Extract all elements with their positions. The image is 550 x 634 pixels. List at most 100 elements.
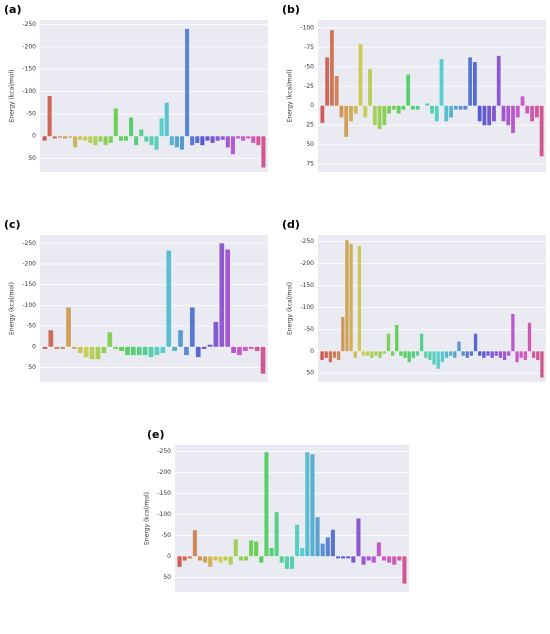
bar [428, 351, 432, 361]
bar [228, 556, 233, 565]
y-axis-label: Energy (kcal/mol) [9, 70, 16, 123]
y-tick-label: -250 [22, 21, 36, 28]
bar [349, 105, 353, 122]
y-tick-label: -50 [304, 326, 314, 333]
bar [52, 136, 57, 139]
panel-label: (b) [282, 3, 300, 16]
y-tick-label: 0 [167, 553, 171, 560]
plot-background [175, 445, 409, 592]
bar [200, 136, 205, 146]
bar [131, 346, 136, 356]
bar [213, 556, 218, 561]
bar [353, 105, 358, 114]
bar [238, 556, 243, 561]
bar [361, 556, 366, 565]
bar [223, 556, 228, 561]
bar [315, 517, 320, 557]
bar [432, 351, 436, 365]
bar [184, 346, 189, 356]
bar [506, 105, 511, 126]
plot-background [318, 20, 546, 172]
bar [78, 136, 83, 140]
bar [536, 351, 540, 361]
bar [324, 351, 328, 358]
y-tick-label: -150 [157, 490, 171, 497]
bar [397, 556, 402, 561]
bar [241, 136, 246, 141]
bar [330, 30, 334, 106]
y-tick-label: -50 [161, 532, 171, 539]
bar [345, 240, 349, 352]
y-tick-label: -100 [300, 304, 314, 311]
bar [243, 556, 249, 561]
bar [540, 351, 544, 378]
bar [458, 105, 463, 110]
bar [386, 333, 391, 352]
bar [465, 351, 469, 358]
bar [83, 136, 88, 141]
bar [415, 105, 420, 110]
bar [47, 96, 52, 137]
bar [269, 547, 274, 557]
bar [259, 556, 264, 563]
y-tick-label: -75 [304, 44, 314, 51]
bar [351, 556, 356, 563]
bar [444, 105, 449, 122]
bar [83, 346, 89, 358]
y-tick-label: 50 [306, 141, 314, 148]
bar [349, 243, 353, 352]
bar [169, 136, 174, 146]
bar [88, 136, 93, 143]
bar [142, 346, 148, 356]
y-tick-label: -150 [22, 281, 36, 288]
bar [154, 136, 159, 150]
bar [463, 105, 468, 110]
bar [490, 351, 494, 358]
bar [113, 108, 118, 137]
bar [178, 330, 183, 347]
bar [382, 105, 387, 126]
bar [346, 556, 351, 559]
bar [233, 539, 238, 557]
bar [453, 351, 457, 358]
bar [401, 105, 406, 110]
bar [461, 351, 465, 356]
bar [519, 351, 523, 358]
y-tick-label: -100 [22, 302, 36, 309]
bar [251, 136, 256, 143]
bar [396, 105, 401, 114]
bar [487, 105, 492, 126]
bar [391, 105, 396, 110]
bar [136, 346, 142, 356]
y-tick-label: 0 [32, 133, 36, 140]
y-tick-label: 25 [306, 122, 314, 129]
bar [444, 351, 449, 358]
bar [218, 556, 223, 563]
bar [406, 74, 411, 106]
y-tick-label: -250 [22, 240, 36, 247]
bar [201, 346, 207, 349]
bar [507, 351, 511, 356]
bar [525, 105, 530, 114]
bar [235, 136, 241, 139]
y-tick-label: -50 [26, 323, 36, 330]
bar [148, 346, 154, 358]
bar [48, 330, 54, 347]
bar [42, 136, 47, 141]
bar [320, 543, 325, 557]
y-tick-label: -100 [22, 88, 36, 95]
bar [256, 136, 261, 146]
bar [372, 105, 377, 126]
bar [387, 105, 392, 114]
bar [472, 62, 477, 106]
bar [515, 351, 519, 363]
bar [118, 136, 123, 141]
y-tick-label: -200 [300, 260, 314, 267]
bar [172, 346, 177, 351]
bar [264, 452, 269, 557]
bar [57, 136, 62, 138]
bar [511, 313, 515, 352]
bar [328, 351, 333, 363]
bar [208, 556, 213, 567]
